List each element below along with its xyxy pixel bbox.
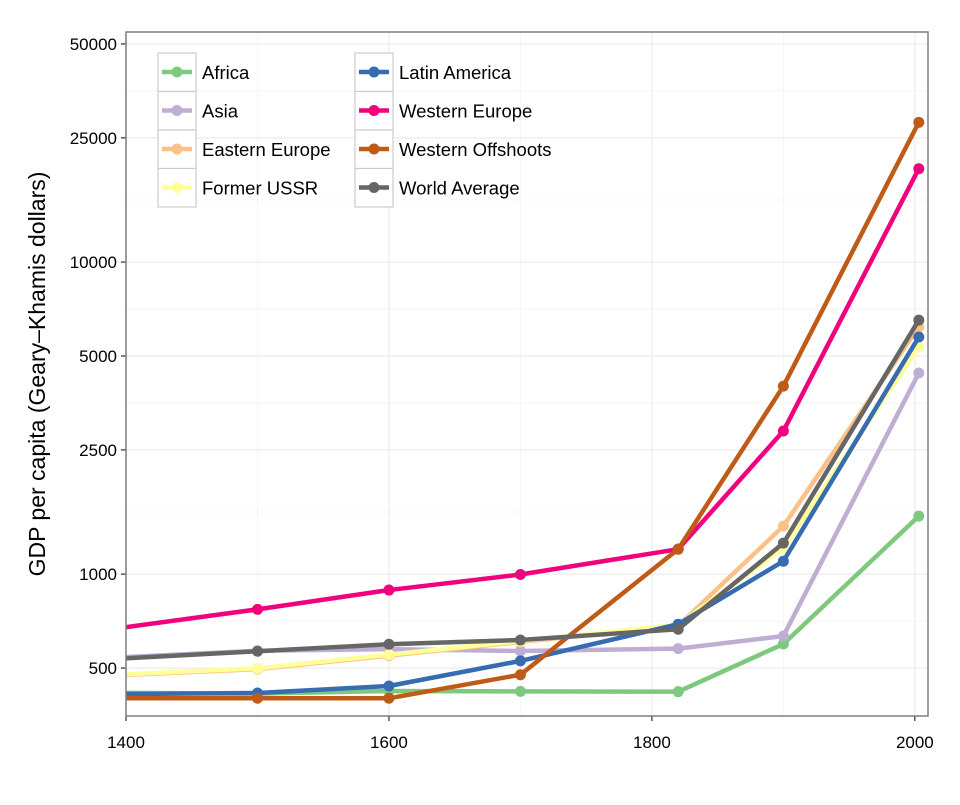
data-point <box>777 380 789 392</box>
data-point <box>251 603 263 615</box>
data-point <box>913 367 925 379</box>
legend-marker <box>171 66 183 78</box>
legend-marker <box>368 66 380 78</box>
data-point <box>383 638 395 650</box>
legend-item: Western Offshoots <box>354 129 552 170</box>
data-point <box>383 584 395 596</box>
legend-marker <box>171 143 183 155</box>
data-point <box>913 331 925 343</box>
legend-label: Eastern Europe <box>202 139 331 160</box>
series-line <box>126 121 921 701</box>
legend-item: Eastern Europe <box>157 129 331 170</box>
data-point <box>383 649 395 661</box>
series-world-average <box>126 314 925 661</box>
data-point <box>514 655 526 667</box>
x-tick-label: 1600 <box>370 733 408 752</box>
series-western-europe <box>126 163 925 630</box>
data-point <box>777 537 789 549</box>
data-point <box>251 692 263 704</box>
y-tick-label: 2500 <box>79 441 117 460</box>
legend-item: Asia <box>157 90 239 131</box>
data-point <box>672 543 684 555</box>
data-point <box>251 662 263 674</box>
data-point <box>777 630 789 642</box>
data-point <box>913 116 925 128</box>
x-tick-label: 1800 <box>633 733 671 752</box>
legend-item: Latin America <box>354 52 512 93</box>
x-tick-label: 1400 <box>107 733 145 752</box>
legend: Africa Asia Eastern Europe Former USSR Latin… <box>157 52 552 208</box>
legend-marker <box>171 105 183 116</box>
y-tick-label: 10000 <box>70 253 117 272</box>
legend-label: Africa <box>202 62 250 83</box>
legend-item: Africa <box>157 52 250 93</box>
legend-marker <box>171 182 183 193</box>
data-point <box>514 569 526 581</box>
y-tick-label: 500 <box>89 659 117 678</box>
y-tick-label: 5000 <box>79 347 117 366</box>
data-point <box>514 645 526 657</box>
data-point <box>514 685 526 697</box>
data-point <box>514 669 526 681</box>
legend-marker <box>368 143 380 155</box>
legend-item: Former USSR <box>157 167 318 208</box>
x-tick-label: 2000 <box>896 733 934 752</box>
data-point <box>913 314 925 326</box>
axes: 500 1000 2500 5000 10000 25000 50000 1400 1600 18… <box>70 31 934 752</box>
data-point <box>913 163 925 175</box>
y-tick-label: 25000 <box>70 129 117 148</box>
legend-label: Western Europe <box>399 101 532 122</box>
series-lines <box>126 116 925 704</box>
y-tick-label: 50000 <box>70 35 117 54</box>
legend-label: Asia <box>202 101 239 122</box>
data-point <box>672 643 684 655</box>
series-western-offshoots <box>126 116 925 704</box>
legend-label: Former USSR <box>202 178 318 199</box>
legend-marker <box>368 182 380 193</box>
legend-label: World Average <box>399 178 520 199</box>
data-point <box>251 645 263 657</box>
y-tick-label: 1000 <box>79 565 117 584</box>
data-point <box>672 623 684 635</box>
data-point <box>777 425 789 437</box>
legend-item: Western Europe <box>354 90 532 131</box>
data-point <box>777 555 789 567</box>
data-point <box>777 520 789 532</box>
data-point <box>672 686 684 698</box>
legend-item: World Average <box>354 167 520 208</box>
data-point <box>383 680 395 692</box>
data-point <box>383 692 395 704</box>
data-point <box>777 638 789 650</box>
plot-border <box>125 31 929 717</box>
grid-lines <box>125 32 928 716</box>
data-point <box>913 510 925 522</box>
data-point <box>514 634 526 646</box>
legend-label: Latin America <box>399 62 512 83</box>
legend-marker <box>368 105 380 116</box>
legend-label: Western Offshoots <box>399 139 552 160</box>
y-axis-label: GDP per capita (Geary–Khamis dollars) <box>24 172 50 577</box>
